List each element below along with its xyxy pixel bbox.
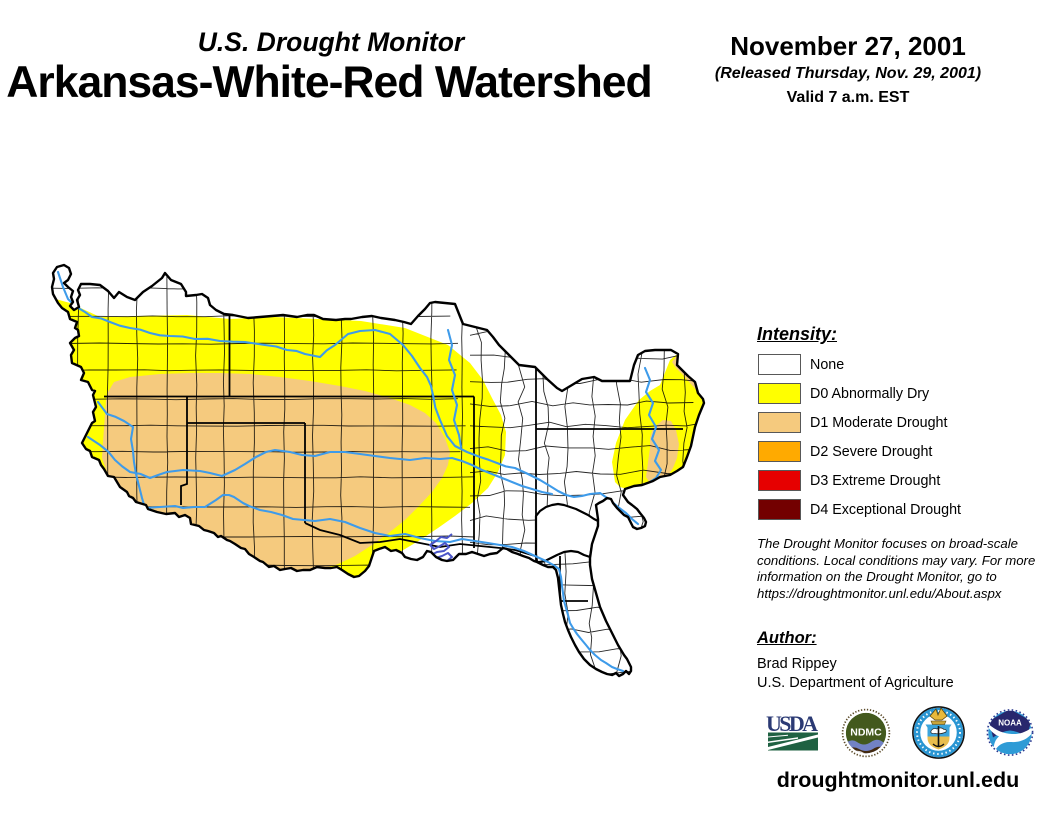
svg-text:NOAA: NOAA: [998, 719, 1022, 728]
svg-text:NDMC: NDMC: [850, 727, 882, 739]
svg-text:USDA: USDA: [766, 711, 818, 736]
